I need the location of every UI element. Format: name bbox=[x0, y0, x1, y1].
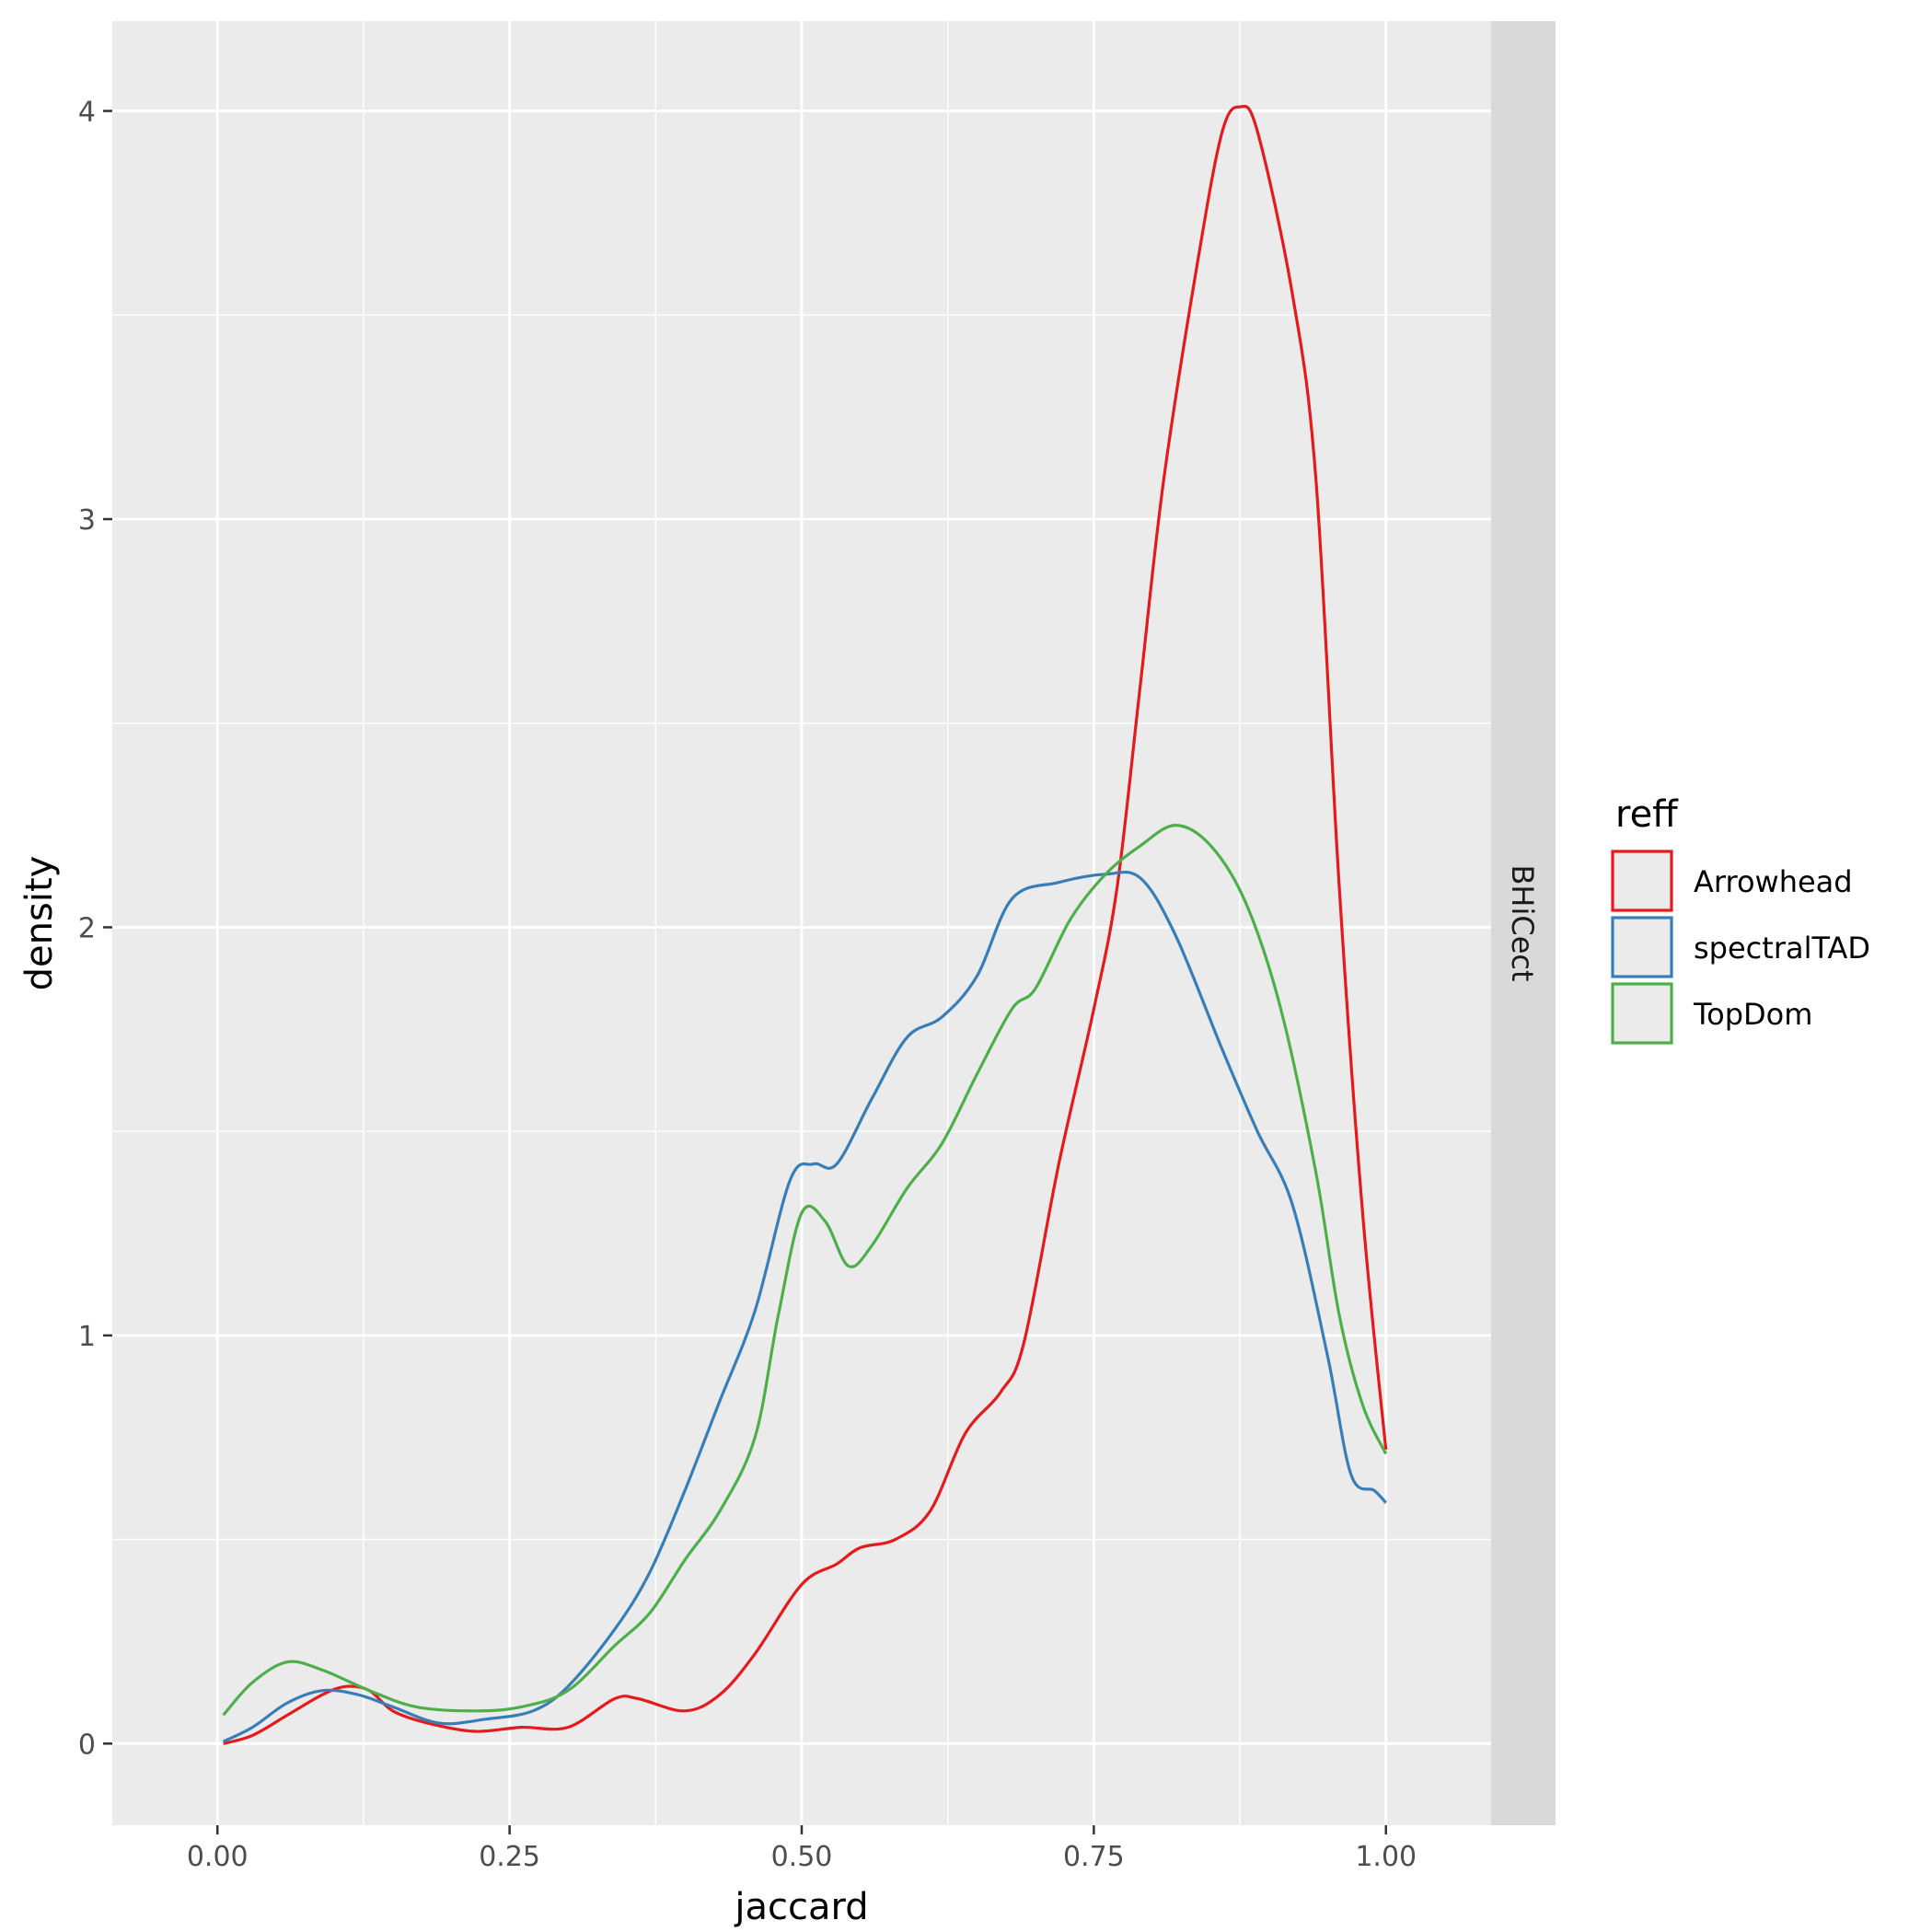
legend-title: reff bbox=[1615, 793, 1679, 836]
y-tick-label: 4 bbox=[78, 97, 96, 129]
y-axis: 0 1 2 3 4 bbox=[78, 97, 112, 1761]
y-axis-title: density bbox=[18, 856, 61, 991]
legend-key-topdom bbox=[1611, 982, 1673, 1045]
x-axis: 0.00 0.25 0.50 0.75 1.00 bbox=[187, 1825, 1417, 1873]
x-tick-label: 0.25 bbox=[479, 1841, 540, 1873]
legend-item-arrowhead: Arrowhead bbox=[1611, 850, 1853, 912]
y-tick-label: 3 bbox=[78, 504, 96, 537]
x-axis-title: jaccard bbox=[734, 1886, 868, 1928]
facet-strip bbox=[1491, 21, 1556, 1825]
legend-label-spectraltad: spectralTAD bbox=[1694, 931, 1870, 966]
x-tick-label: 0.00 bbox=[187, 1841, 249, 1873]
legend-label-arrowhead: Arrowhead bbox=[1694, 864, 1853, 899]
legend-item-topdom: TopDom bbox=[1611, 982, 1812, 1045]
legend-key-spectraltad bbox=[1611, 916, 1673, 978]
major-gridlines bbox=[112, 21, 1491, 1825]
y-tick-label: 1 bbox=[78, 1321, 96, 1353]
facet-strip-label: BHiCect bbox=[1505, 864, 1540, 981]
y-tick-label: 0 bbox=[78, 1729, 96, 1761]
x-tick-label: 0.50 bbox=[771, 1841, 833, 1873]
x-tick-label: 0.75 bbox=[1063, 1841, 1125, 1873]
series-line-spectraltad bbox=[222, 870, 1387, 1743]
legend-key-arrowhead bbox=[1611, 850, 1673, 912]
y-tick-label: 2 bbox=[78, 912, 96, 944]
series-line-arrowhead bbox=[223, 104, 1388, 1745]
legend: reff Arrowhead spectralTAD TopDom bbox=[1611, 793, 1870, 1045]
density-lines bbox=[222, 104, 1388, 1745]
x-tick-label: 1.00 bbox=[1355, 1841, 1417, 1873]
series-line-topdom bbox=[222, 824, 1388, 1717]
legend-item-spectraltad: spectralTAD bbox=[1611, 916, 1870, 978]
legend-label-topdom: TopDom bbox=[1693, 997, 1812, 1032]
